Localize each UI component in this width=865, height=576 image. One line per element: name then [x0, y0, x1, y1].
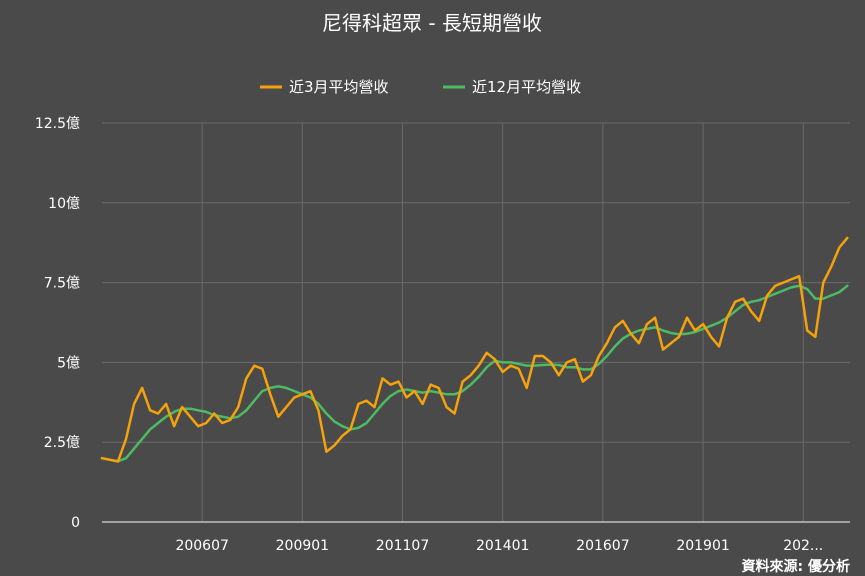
chart-legend[interactable]: 近3月平均營收 近12月平均營收 — [260, 78, 581, 96]
x-axis: 200607 200901 201107 201401 201607 201901 202.… — [102, 521, 850, 554]
x-tick-label: 202... — [783, 538, 823, 554]
legend-label-12m: 近12月平均營收 — [472, 78, 581, 96]
y-tick-label: 5億 — [57, 355, 80, 371]
grid-layer — [102, 122, 850, 522]
x-tick-label: 200607 — [175, 538, 228, 554]
x-tick-label: 201107 — [376, 538, 429, 554]
legend-item-3m[interactable]: 近3月平均營收 — [260, 78, 389, 96]
y-tick-label: 7.5億 — [44, 276, 80, 292]
x-tick-label: 200901 — [276, 538, 329, 554]
series-layer — [100, 236, 849, 463]
chart-title: 尼得科超眾 - 長短期營收 — [322, 11, 542, 35]
x-tick-label: 201401 — [476, 538, 529, 554]
y-tick-label: 12.5億 — [35, 116, 80, 132]
y-tick-label: 0 — [71, 515, 80, 531]
series-line-12m — [100, 284, 849, 463]
legend-item-12m[interactable]: 近12月平均營收 — [443, 78, 581, 96]
x-tick-label: 201901 — [676, 538, 729, 554]
data-source-label: 資料來源: 優分析 — [742, 558, 850, 575]
x-tick-label: 201607 — [576, 538, 629, 554]
series-line-3m — [100, 236, 849, 463]
y-tick-label: 2.5億 — [44, 435, 80, 451]
legend-label-3m: 近3月平均營收 — [289, 78, 389, 96]
y-tick-label: 10億 — [48, 196, 80, 212]
y-axis: 0 2.5億 5億 7.5億 10億 12.5億 — [35, 116, 80, 531]
